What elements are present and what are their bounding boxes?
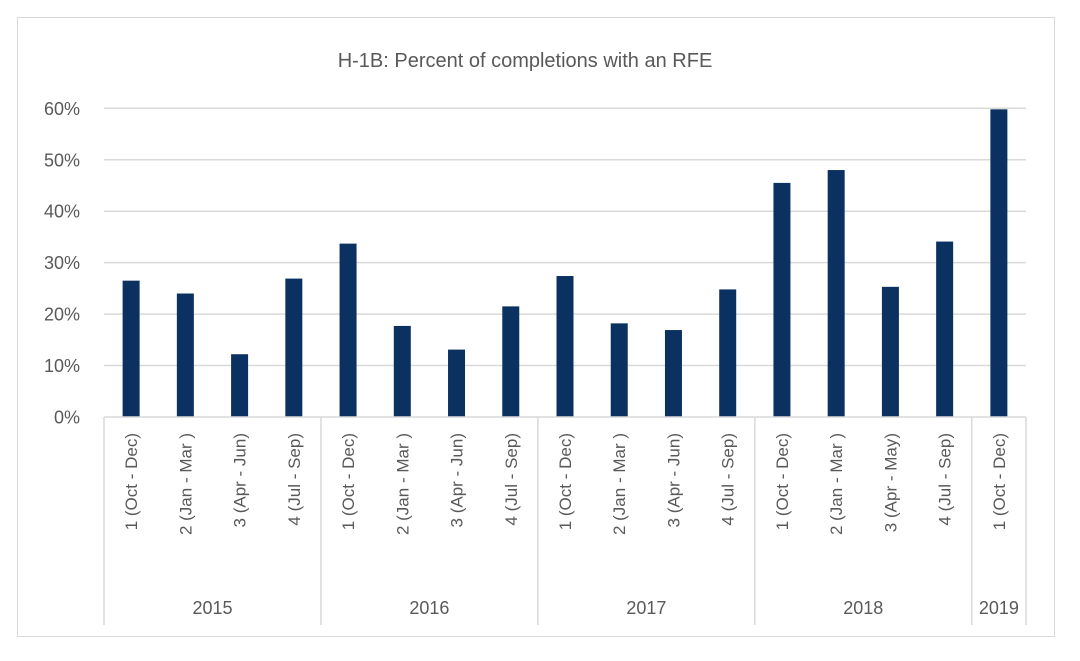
x-group-label: 2019 [979,598,1019,618]
bar [936,241,954,417]
x-group-label: 2017 [626,598,666,618]
x-category-label: 3 (Apr - May) [881,433,900,532]
gridlines [104,107,1026,367]
x-category-label: 1 (Oct - Dec) [122,433,141,530]
bar [610,323,628,417]
bar [285,278,303,417]
y-tick-label: 20% [44,305,80,325]
y-tick-label: 0% [54,408,80,428]
x-category-label: 1 (Oct - Dec) [990,433,1009,530]
x-category-label: 3 (Apr - Jun) [664,433,683,527]
x-category-label: 1 (Oct - Dec) [339,433,358,530]
bar [231,354,249,417]
bar [339,243,357,417]
x-group-label: 2015 [192,598,232,618]
x-axis-year-labels: 2015 2016 2017 2018 2019 [192,598,1018,618]
x-category-label: 4 (Jul - Sep) [285,433,304,526]
x-category-label: 2 (Jan - Mar ) [393,433,412,535]
y-tick-label: 40% [44,202,80,222]
chart-title: H-1B: Percent of completions with an RFE [338,50,713,72]
bar [827,170,845,417]
bar [448,349,466,417]
y-tick-label: 60% [44,99,80,119]
x-category-label: 3 (Apr - Jun) [231,433,250,527]
y-tick-label: 50% [44,150,80,170]
x-category-label: 2 (Jan - Mar ) [827,433,846,535]
bar [773,182,791,417]
bar [719,289,737,417]
bar [881,286,899,417]
x-category-label: 4 (Jul - Sep) [502,433,521,526]
bar [990,109,1008,417]
y-tick-label: 10% [44,356,80,376]
bars [122,109,1008,417]
bar [393,325,411,417]
x-category-label: 2 (Jan - Mar ) [610,433,629,535]
x-group-label: 2016 [409,598,449,618]
bar [502,306,520,417]
bar [176,293,194,417]
x-category-label: 2 (Jan - Mar ) [176,433,195,535]
y-tick-label: 30% [44,253,80,273]
x-category-label: 1 (Oct - Dec) [773,433,792,530]
x-category-label: 3 (Apr - Jun) [448,433,467,527]
x-axis [103,416,1027,625]
x-category-label: 4 (Jul - Sep) [936,433,955,526]
bar [556,276,574,417]
x-category-label: 4 (Jul - Sep) [719,433,738,526]
x-group-label: 2018 [843,598,883,618]
y-axis-ticks: 0% 10% 20% 30% 40% 50% 60% [44,99,80,428]
bar [122,280,140,417]
x-axis-category-labels: 1 (Oct - Dec) 2 (Jan - Mar ) 3 (Apr - Jun)… [122,433,1009,535]
x-category-label: 1 (Oct - Dec) [556,433,575,530]
bar [664,330,682,417]
